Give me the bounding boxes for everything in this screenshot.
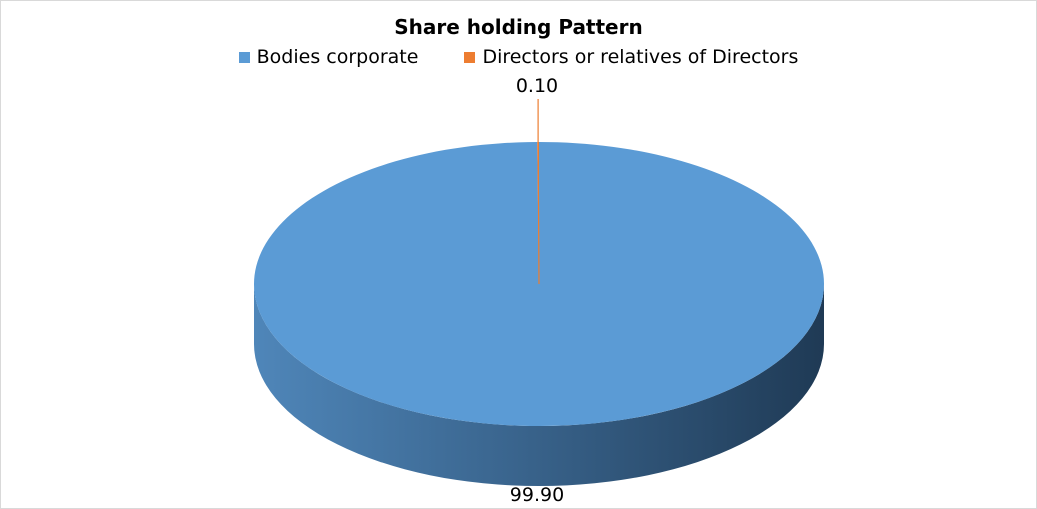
legend-item-directors: Directors or relatives of Directors bbox=[464, 46, 798, 68]
data-label-bodies-corporate: 99.90 bbox=[510, 484, 564, 506]
pie-side-wall bbox=[254, 284, 824, 486]
data-label-directors: 0.10 bbox=[516, 75, 558, 97]
legend: Bodies corporate Directors or relatives … bbox=[0, 46, 1037, 68]
legend-item-bodies-corporate: Bodies corporate bbox=[238, 46, 419, 68]
chart-title: Share holding Pattern bbox=[394, 15, 643, 39]
pie-slice-bodies-corporate bbox=[254, 142, 825, 427]
pie-slice-marker-directors bbox=[537, 141, 540, 285]
legend-label-bodies-corporate: Bodies corporate bbox=[256, 46, 419, 68]
legend-swatch-directors bbox=[464, 51, 476, 63]
legend-swatch-bodies-corporate bbox=[238, 51, 250, 63]
legend-label-directors: Directors or relatives of Directors bbox=[482, 46, 799, 68]
